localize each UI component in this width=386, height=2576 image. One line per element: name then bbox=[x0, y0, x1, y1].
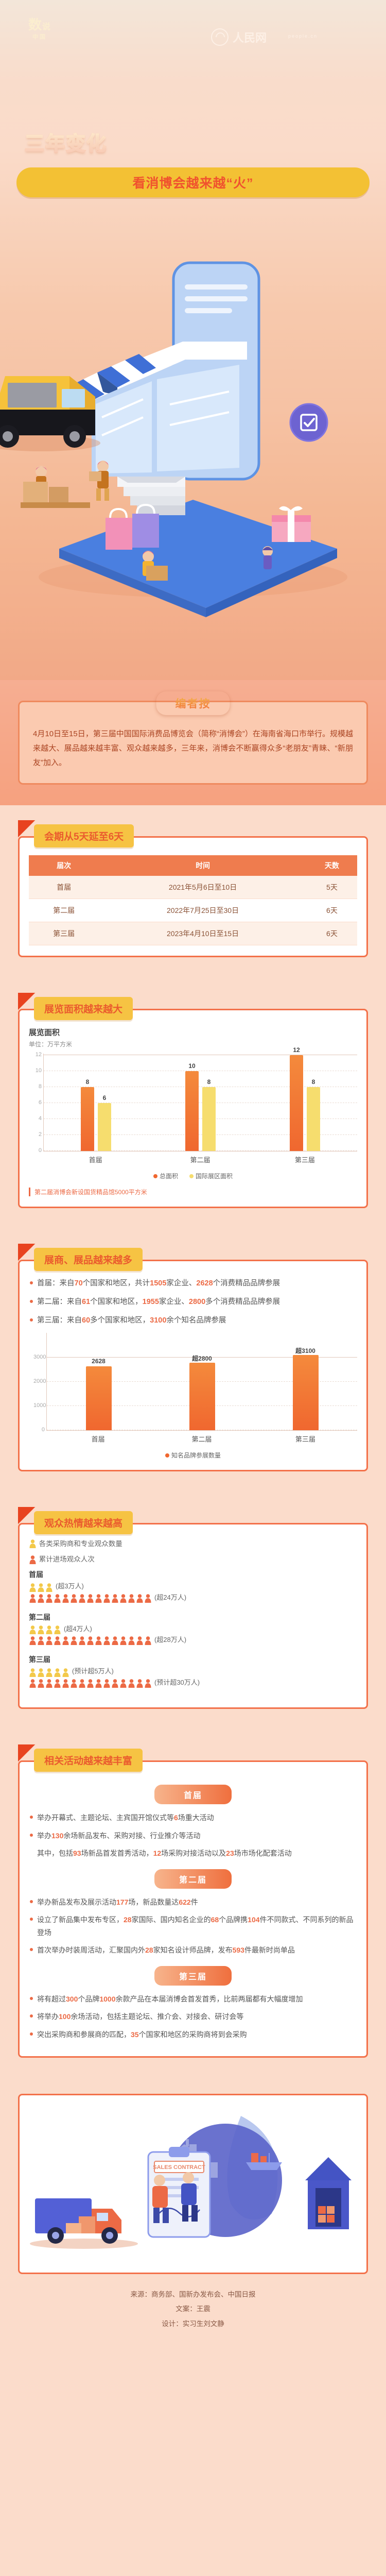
svg-text:SALES CONTRACT: SALES CONTRACT bbox=[153, 2164, 205, 2171]
